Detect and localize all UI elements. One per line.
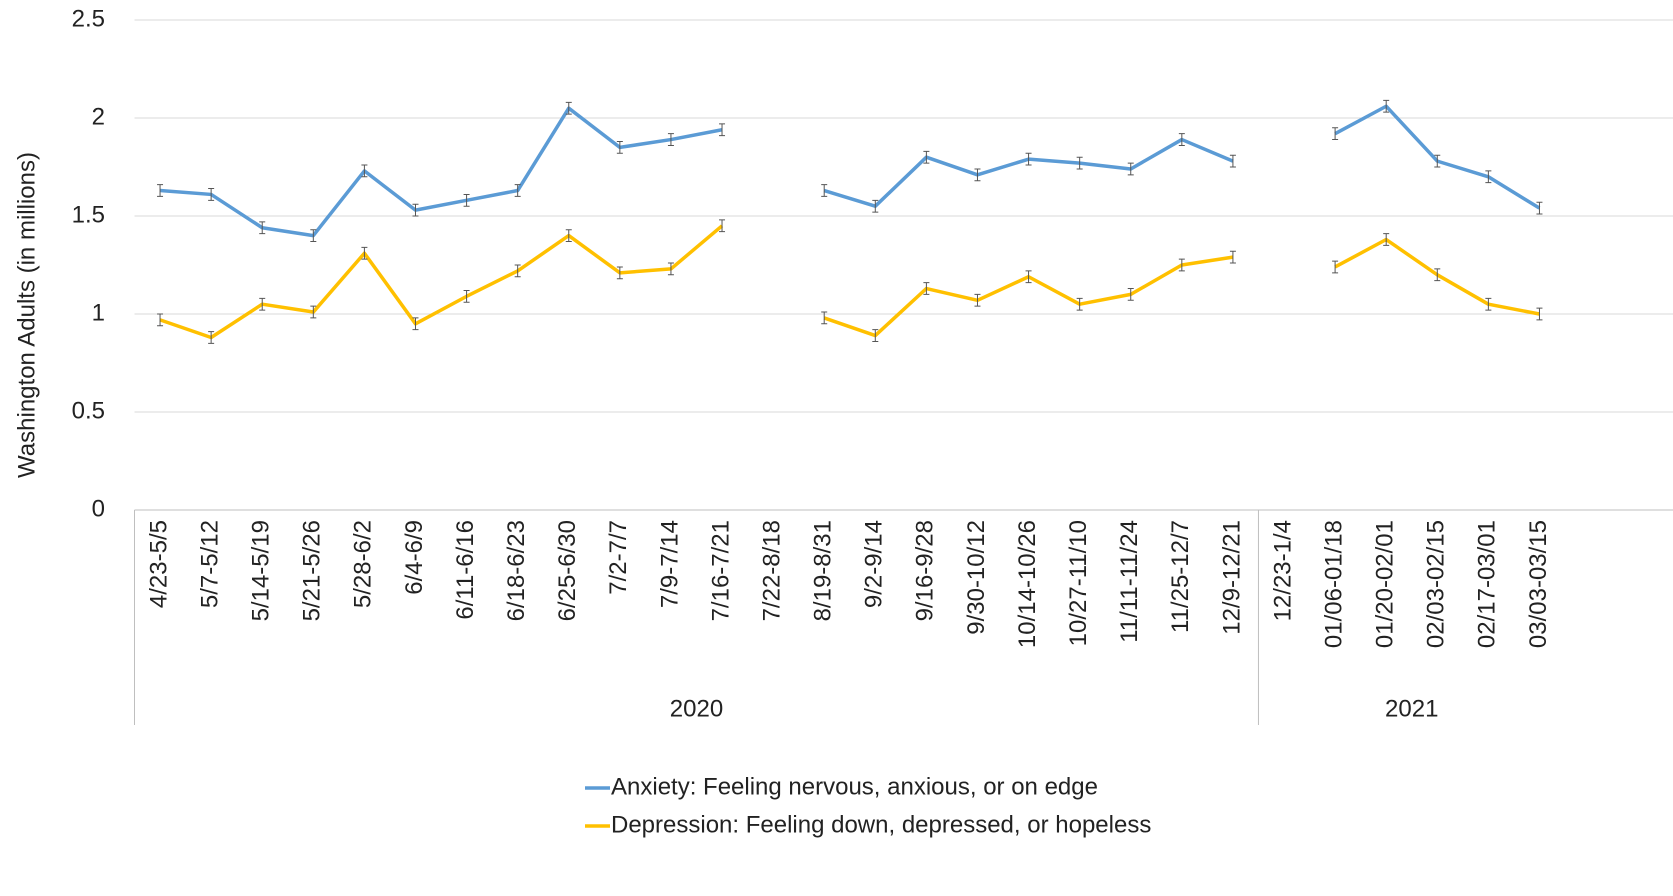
error-bar	[821, 184, 828, 197]
x-tick-label: 7/9-7/14	[656, 520, 683, 608]
x-tick-label: 10/14-10/26	[1014, 520, 1041, 648]
legend-label: Anxiety: Feeling nervous, anxious, or on…	[611, 773, 1098, 800]
x-tick-label: 7/22-8/18	[758, 520, 785, 621]
error-bar	[1536, 201, 1543, 215]
group-label: 2021	[1385, 695, 1438, 722]
x-tick-label: 5/7-5/12	[196, 520, 223, 608]
error-bar	[616, 266, 623, 280]
error-bar	[1485, 297, 1492, 311]
error-bar	[923, 150, 930, 164]
error-bar	[565, 101, 572, 115]
error-bar	[1383, 99, 1390, 113]
x-tick-label: 12/23-1/4	[1269, 520, 1296, 621]
y-tick-label: 0.5	[72, 397, 105, 424]
error-bar	[208, 188, 215, 201]
x-tick-label: 5/14-5/19	[248, 520, 275, 621]
error-bar	[310, 305, 317, 319]
error-bar	[1434, 268, 1441, 282]
x-tick-label: 6/25-6/30	[554, 520, 581, 621]
y-tick-label: 2	[92, 103, 105, 130]
error-bar	[514, 184, 521, 197]
error-bar	[616, 141, 623, 154]
error-bar	[1025, 152, 1032, 166]
error-bar	[667, 262, 674, 276]
error-bar	[1485, 170, 1492, 184]
x-tick-label: 7/16-7/21	[707, 520, 734, 621]
error-bar	[565, 229, 572, 242]
x-tick-label: 4/23-5/5	[145, 520, 172, 608]
error-bar	[974, 293, 981, 307]
error-bar	[872, 329, 879, 342]
x-tick-label: 12/9-12/21	[1218, 520, 1245, 635]
error-bar	[1332, 260, 1339, 274]
error-bar	[361, 164, 368, 178]
error-bar	[1229, 250, 1236, 264]
x-tick-label: 5/21-5/26	[299, 520, 326, 621]
error-bar	[1178, 258, 1185, 272]
error-bar	[1383, 233, 1390, 246]
x-tick-label: 03/03-03/15	[1525, 520, 1552, 648]
error-bar	[1536, 307, 1543, 321]
error-bar	[923, 282, 930, 295]
x-tick-label: 6/4-6/9	[401, 520, 428, 595]
error-bar	[1025, 270, 1032, 284]
legend-label: Depression: Feeling down, depressed, or …	[611, 811, 1151, 838]
error-bar	[157, 184, 164, 197]
x-tick-label: 6/18-6/23	[503, 520, 530, 621]
error-bar	[208, 331, 215, 344]
error-bar	[361, 246, 368, 260]
error-bar	[719, 123, 726, 137]
error-bar	[1178, 133, 1185, 146]
x-tick-label: 11/11-11/24	[1116, 520, 1143, 643]
error-bar	[1076, 156, 1083, 170]
error-bar	[463, 289, 470, 303]
error-bar	[667, 133, 674, 146]
error-bar	[1127, 162, 1134, 176]
error-bar	[872, 199, 879, 213]
error-bar	[719, 219, 726, 233]
error-bar	[514, 264, 521, 278]
series-line	[159, 224, 1540, 340]
x-tick-label: 02/17-03/01	[1474, 520, 1501, 648]
error-bar	[310, 229, 317, 242]
x-tick-label: 9/2-9/14	[861, 520, 888, 608]
error-bar	[259, 297, 266, 311]
error-bar	[157, 313, 164, 327]
x-tick-label: 9/16-9/28	[912, 520, 939, 621]
x-tick-label: 01/06-01/18	[1320, 520, 1347, 648]
error-bar	[1127, 288, 1134, 301]
error-bar	[259, 221, 266, 235]
x-tick-label: 01/20-02/01	[1372, 520, 1399, 648]
x-tick-label: 11/25-12/7	[1167, 520, 1194, 633]
error-bar	[974, 168, 981, 182]
y-tick-label: 2.5	[72, 5, 105, 32]
error-bar	[412, 317, 419, 331]
y-tick-label: 0	[92, 495, 105, 522]
error-bar	[463, 193, 470, 207]
error-bar	[1229, 154, 1236, 168]
error-bar	[1434, 154, 1441, 168]
error-bar	[821, 311, 828, 325]
x-tick-label: 7/2-7/7	[605, 520, 632, 595]
x-tick-label: 5/28-6/2	[350, 520, 377, 608]
error-bar	[1076, 297, 1083, 311]
x-tick-label: 9/30-10/12	[963, 520, 990, 635]
x-tick-label: 6/11-6/16	[452, 520, 479, 620]
x-tick-label: 8/19-8/31	[810, 520, 837, 621]
y-axis-title: Washington Adults (in millions)	[13, 152, 40, 478]
y-tick-label: 1	[92, 299, 105, 326]
y-tick-label: 1.5	[72, 201, 105, 228]
error-bar	[412, 203, 419, 217]
x-tick-label: 10/27-11/10	[1065, 520, 1092, 646]
error-bar	[1332, 127, 1339, 141]
group-label: 2020	[670, 695, 723, 722]
x-tick-label: 02/03-02/15	[1423, 520, 1450, 648]
